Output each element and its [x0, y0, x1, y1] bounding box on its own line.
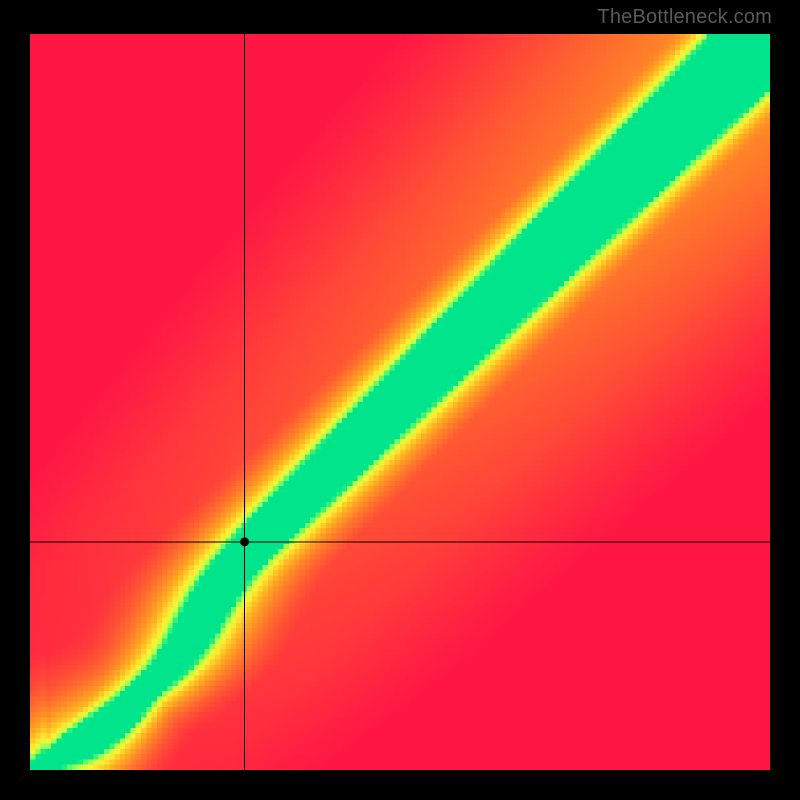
- crosshair-marker: [240, 537, 249, 546]
- watermark-text: TheBottleneck.com: [597, 6, 772, 29]
- plot-area: [30, 34, 770, 770]
- plot-frame: TheBottleneck.com: [0, 0, 800, 800]
- crosshair-overlay: [30, 34, 770, 770]
